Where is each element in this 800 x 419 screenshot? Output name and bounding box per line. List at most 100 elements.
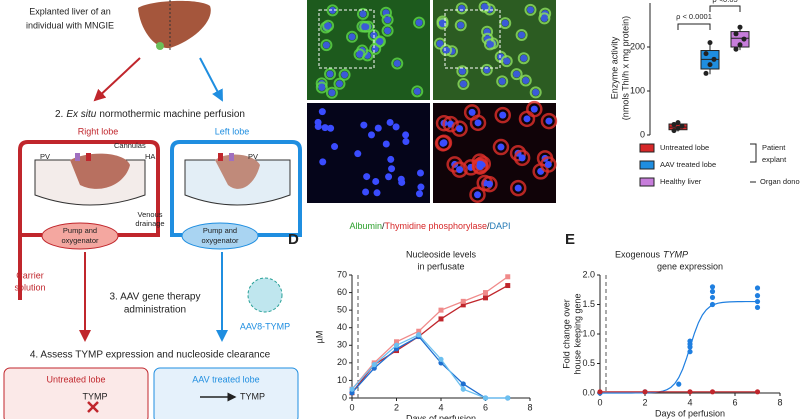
- legend-label: Healthy liver: [660, 177, 702, 186]
- point: [733, 46, 739, 52]
- nucleus: [331, 143, 339, 151]
- y-label: (nmols Thi/h x mg protein): [620, 16, 630, 120]
- cell: [338, 68, 351, 81]
- sep: /: [382, 221, 385, 231]
- point: [597, 389, 603, 395]
- point: [460, 298, 466, 304]
- nucleus: [402, 138, 410, 146]
- nucleus: [436, 40, 444, 48]
- point: [709, 301, 716, 308]
- cell: [451, 120, 468, 137]
- nucleus: [439, 20, 447, 28]
- series-line: [351, 284, 509, 394]
- nucleus: [341, 71, 349, 79]
- nucleus: [415, 19, 423, 27]
- y-tick-label: 50: [337, 305, 347, 315]
- nucleus: [329, 6, 337, 14]
- cell: [524, 3, 537, 16]
- cell: [494, 106, 511, 124]
- y-label: µM: [314, 331, 324, 344]
- point: [709, 389, 716, 395]
- label: PV: [40, 152, 50, 161]
- step-title: 3. AAV gene therapy: [110, 292, 201, 303]
- nucleus: [322, 41, 330, 49]
- cannula: [218, 153, 223, 161]
- point: [709, 288, 716, 295]
- point: [349, 386, 355, 392]
- point: [438, 356, 444, 362]
- pump: [181, 222, 259, 250]
- arrow: [199, 57, 223, 102]
- nucleus: [361, 23, 369, 31]
- point: [505, 395, 511, 401]
- label: drainage: [135, 219, 164, 228]
- x-tick-label: 0: [349, 402, 354, 412]
- point: [416, 328, 422, 334]
- point: [483, 295, 488, 301]
- nucleus: [417, 183, 425, 191]
- point: [371, 362, 377, 368]
- nucleus: [518, 154, 526, 162]
- y-tick-label: 100: [630, 85, 645, 95]
- x-tick-label: 6: [732, 397, 737, 407]
- nucleus: [498, 77, 506, 85]
- x-tick-label: 0: [597, 397, 602, 407]
- x-tick-label: 6: [483, 402, 488, 412]
- bracket: [750, 143, 757, 163]
- nucleus: [503, 57, 511, 65]
- nucleus: [387, 155, 395, 163]
- point: [733, 31, 739, 37]
- cell: [480, 63, 493, 76]
- cannula: [229, 153, 234, 161]
- cell: [325, 86, 338, 99]
- nucleus: [545, 117, 553, 125]
- legend-label: Untreated lobe: [660, 143, 709, 152]
- bracket: [709, 5, 741, 12]
- cell: [440, 44, 453, 57]
- schematic: Explanted liver of an individual with MN…: [3, 0, 302, 419]
- point: [703, 70, 709, 76]
- point: [707, 62, 713, 68]
- point: [676, 381, 682, 387]
- label: AAV8-TYMP: [240, 321, 290, 331]
- nucleus: [520, 54, 528, 62]
- step-title: 4. Assess TYMP expression and nucleoside…: [30, 350, 271, 361]
- cell: [411, 85, 424, 98]
- cell: [469, 186, 486, 203]
- point: [460, 386, 466, 392]
- panel: [3, 367, 149, 419]
- x-tick-label: 8: [527, 402, 532, 412]
- point: [482, 395, 489, 401]
- nucleus: [327, 124, 335, 132]
- cell: [515, 28, 528, 41]
- cell: [463, 104, 481, 121]
- nucleus: [368, 131, 376, 139]
- x-tick-label: 2: [642, 397, 647, 407]
- cell: [346, 30, 359, 43]
- label: oxygenator: [61, 236, 99, 245]
- point: [754, 304, 761, 311]
- y-tick-label: 0: [342, 392, 347, 402]
- point: [393, 342, 400, 348]
- chart-title: Nucleoside levels: [406, 249, 477, 259]
- nucleus: [485, 180, 493, 188]
- step-title: 2. Ex situ normothermic machine perfusion: [55, 109, 245, 120]
- cell: [320, 39, 333, 52]
- nucleus: [486, 40, 494, 48]
- circuit: [18, 140, 160, 300]
- nucleus: [318, 84, 326, 92]
- nucleus: [362, 188, 370, 196]
- image: [307, 103, 430, 203]
- nucleus: [483, 66, 491, 74]
- nucleus: [476, 162, 484, 170]
- chart-title: TYMP: [663, 249, 688, 259]
- nucleus: [392, 123, 400, 131]
- series-line: [351, 276, 509, 390]
- cell: [526, 100, 543, 118]
- cell: [359, 20, 372, 33]
- point: [438, 316, 444, 322]
- cell: [333, 77, 346, 90]
- point: [754, 389, 761, 395]
- legend-swatch: [639, 177, 655, 187]
